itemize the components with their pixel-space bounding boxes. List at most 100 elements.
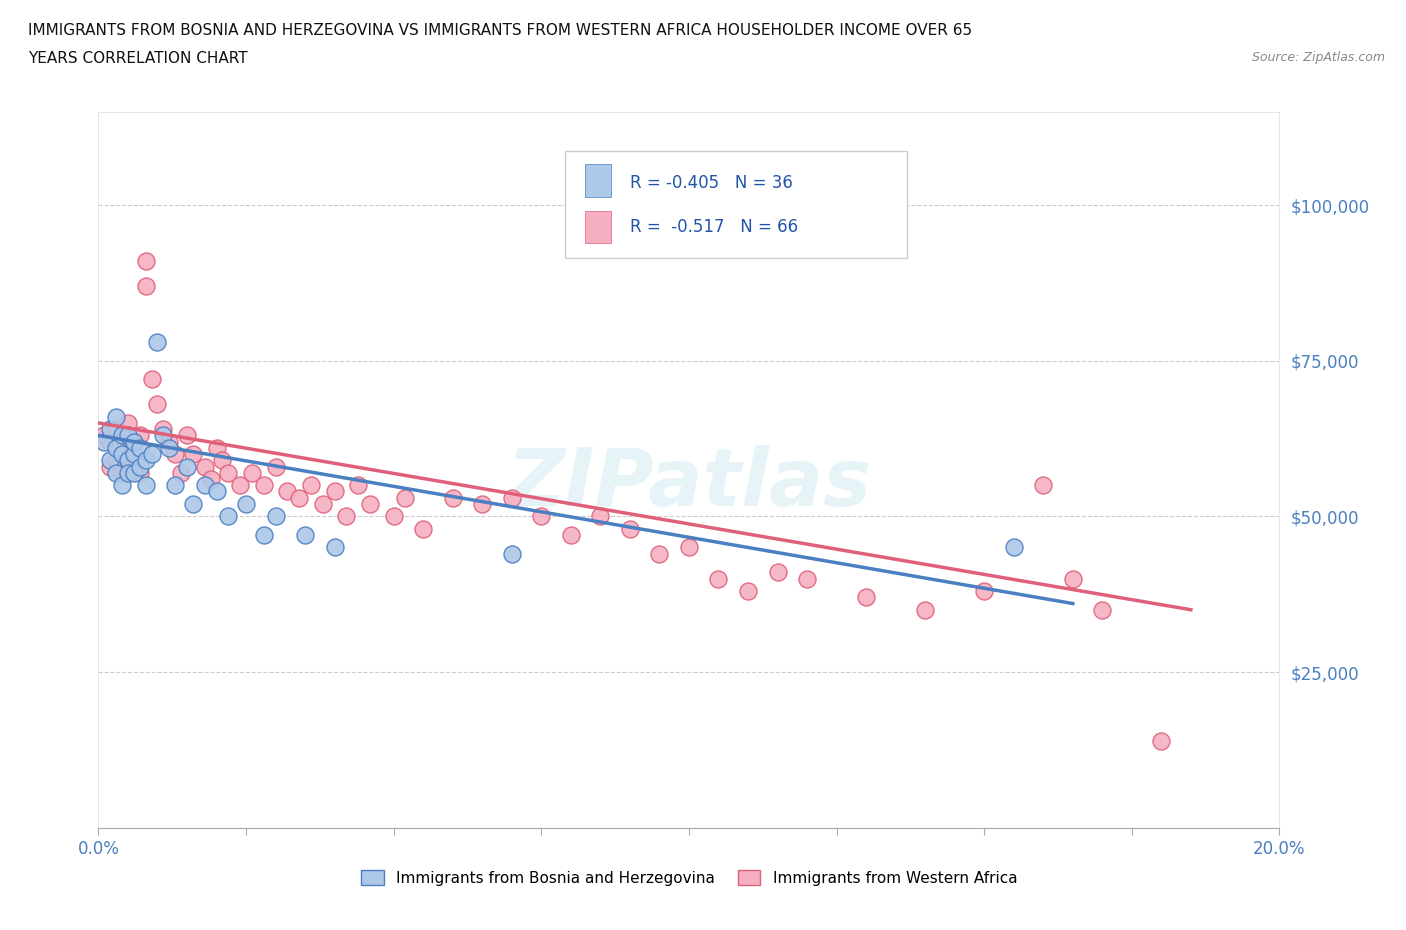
Point [288, 490, 311, 505]
Point [1150, 733, 1173, 748]
Point [105, 453, 128, 468]
Point [111, 478, 134, 493]
Point [128, 459, 150, 474]
Point [737, 584, 759, 599]
Point [312, 497, 335, 512]
Point [253, 527, 276, 542]
Point [217, 509, 239, 524]
Point [117, 459, 139, 474]
Point [855, 590, 877, 604]
Point [194, 459, 217, 474]
Point [117, 441, 139, 456]
Point [146, 335, 169, 350]
Point [382, 509, 405, 524]
Point [105, 409, 128, 424]
Point [117, 416, 139, 431]
Point [152, 428, 174, 443]
Point [93, 434, 115, 449]
Point [135, 478, 157, 493]
Point [359, 497, 381, 512]
Point [105, 441, 128, 456]
Point [276, 484, 298, 498]
Point [135, 278, 157, 293]
Point [560, 527, 582, 542]
Bar [585, 165, 612, 196]
Point [678, 540, 700, 555]
Point [176, 428, 198, 443]
Point [122, 434, 145, 449]
Point [235, 497, 257, 512]
Point [111, 428, 134, 443]
Legend: Immigrants from Bosnia and Herzegovina, Immigrants from Western Africa: Immigrants from Bosnia and Herzegovina, … [354, 863, 1024, 892]
Point [105, 421, 128, 436]
Point [111, 446, 134, 461]
Point [323, 484, 346, 498]
Point [1091, 603, 1114, 618]
Text: R =  -0.517   N = 66: R = -0.517 N = 66 [630, 218, 799, 235]
Point [98, 453, 121, 468]
Bar [585, 210, 612, 243]
Point [707, 571, 730, 586]
Point [335, 509, 357, 524]
Point [141, 372, 163, 387]
Point [299, 478, 322, 493]
Point [128, 465, 150, 480]
Point [323, 540, 346, 555]
Point [200, 472, 222, 486]
Point [205, 484, 228, 498]
Point [394, 490, 416, 505]
Point [217, 465, 239, 480]
Point [211, 453, 233, 468]
Point [1062, 571, 1084, 586]
Point [1002, 540, 1025, 555]
Point [117, 428, 139, 443]
Point [1032, 478, 1054, 493]
Point [135, 254, 157, 269]
Point [648, 546, 671, 561]
Point [264, 459, 287, 474]
Point [973, 584, 995, 599]
Point [796, 571, 818, 586]
Point [181, 497, 204, 512]
Point [347, 478, 370, 493]
Point [264, 509, 287, 524]
Text: Source: ZipAtlas.com: Source: ZipAtlas.com [1251, 51, 1385, 64]
Point [914, 603, 936, 618]
Point [205, 441, 228, 456]
Point [194, 478, 217, 493]
Text: ZIPatlas: ZIPatlas [506, 445, 872, 523]
Point [619, 522, 641, 537]
Point [98, 459, 121, 474]
Point [111, 446, 134, 461]
Point [157, 441, 180, 456]
Text: YEARS CORRELATION CHART: YEARS CORRELATION CHART [28, 51, 247, 66]
Point [111, 428, 134, 443]
Point [117, 465, 139, 480]
Point [122, 465, 145, 480]
Point [93, 428, 115, 443]
Point [117, 453, 139, 468]
FancyBboxPatch shape [565, 151, 907, 259]
Point [157, 434, 180, 449]
Point [229, 478, 252, 493]
Point [128, 428, 150, 443]
Point [471, 497, 494, 512]
Point [589, 509, 612, 524]
Text: R = -0.405   N = 36: R = -0.405 N = 36 [630, 174, 793, 192]
Point [98, 421, 121, 436]
Point [176, 459, 198, 474]
Point [122, 446, 145, 461]
Point [412, 522, 434, 537]
Point [146, 397, 169, 412]
Point [165, 446, 187, 461]
Point [111, 465, 134, 480]
Point [240, 465, 263, 480]
Point [181, 446, 204, 461]
Point [152, 421, 174, 436]
Point [530, 509, 553, 524]
Point [135, 453, 157, 468]
Point [253, 478, 276, 493]
Point [128, 453, 150, 468]
Point [128, 441, 150, 456]
Point [98, 434, 121, 449]
